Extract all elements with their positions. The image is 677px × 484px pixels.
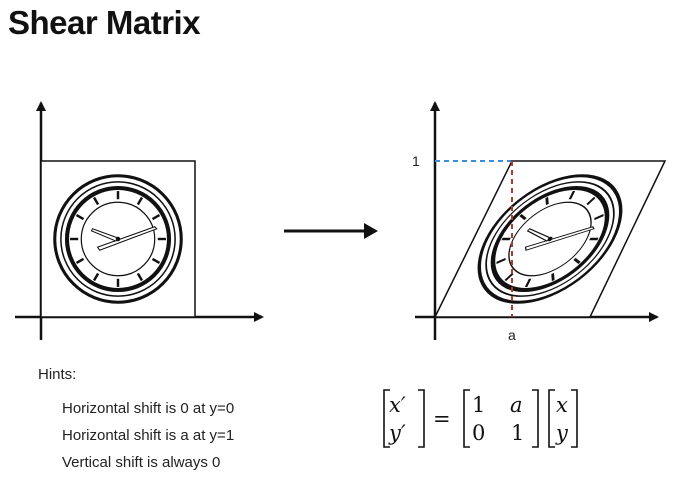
hints-heading: Hints: — [38, 366, 77, 383]
hint-item: Vertical shift is always 0 — [62, 454, 221, 471]
label-a: a — [508, 327, 516, 343]
equals-sign: = — [433, 407, 451, 431]
hint-item: Horizontal shift is a at y=1 — [62, 427, 235, 444]
matrix-cell-11: 1 — [472, 393, 485, 417]
matrix-cell-12: a — [510, 393, 523, 417]
matrix-cell-21: 0 — [472, 421, 485, 445]
sheared-plot: 1 a — [412, 101, 667, 343]
vector-rhs-x: x — [556, 393, 568, 417]
clock-icon — [55, 176, 181, 302]
original-plot — [15, 101, 264, 340]
shear-equation: x′ y′ = 1 a 0 1 x y — [383, 389, 578, 448]
page-title: Shear Matrix — [8, 4, 201, 41]
arrow-right-icon — [284, 223, 378, 239]
matrix-cell-22: 1 — [511, 421, 524, 445]
vector-lhs-x: x′ — [389, 393, 406, 417]
vector-lhs-y: y′ — [388, 421, 406, 445]
label-one: 1 — [412, 153, 420, 169]
vector-rhs-y: y — [555, 421, 569, 445]
hint-item: Horizontal shift is 0 at y=0 — [62, 400, 235, 417]
